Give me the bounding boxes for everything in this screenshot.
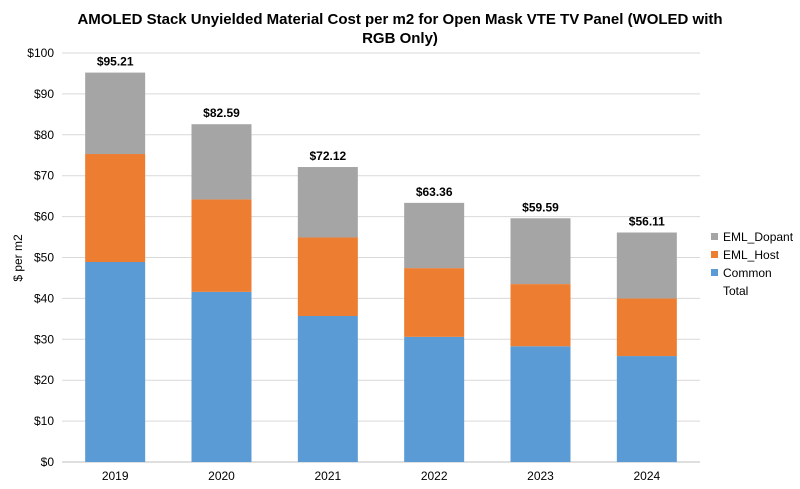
total-label-2022: $63.36	[416, 185, 453, 199]
total-label-2023: $59.59	[522, 200, 559, 214]
bar-eml-dopant-2019	[85, 72, 146, 155]
total-labels: $95.21 $82.59 $72.12 $63.36 $59.59 $56.11	[97, 55, 665, 229]
bar-eml-dopant-2020	[191, 124, 252, 200]
x-tick-label: 2019	[102, 469, 129, 483]
y-tick-label: $60	[34, 210, 54, 224]
x-axis-ticks: 2019 2020 2021 2022 2023 2024	[102, 469, 661, 483]
bar-common-2021	[297, 315, 358, 462]
y-tick-label: $0	[41, 455, 55, 469]
bar-common-2024	[616, 356, 677, 462]
gridlines	[62, 52, 700, 463]
x-tick-label: 2024	[633, 469, 660, 483]
chart-title-line-2: RGB Only)	[362, 30, 438, 47]
y-axis-label: $ per m2	[11, 234, 25, 282]
y-tick-label: $10	[34, 414, 54, 428]
y-tick-label: $80	[34, 128, 54, 142]
legend: EML_Dopant EML_Host Common Total	[711, 230, 794, 298]
y-tick-label: $30	[34, 332, 54, 346]
x-tick-label: 2021	[314, 469, 341, 483]
total-label-2024: $56.11	[629, 215, 665, 229]
legend-label-eml-dopant: EML_Dopant	[723, 230, 794, 244]
y-tick-label: $100	[27, 46, 54, 60]
bar-eml-host-2021	[297, 237, 358, 316]
chart-title-line-1: AMOLED Stack Unyielded Material Cost per…	[77, 11, 722, 28]
legend-swatch-eml-host	[711, 251, 718, 258]
bar-eml-host-2022	[404, 268, 465, 337]
total-label-2019: $95.21	[97, 55, 134, 69]
y-axis-ticks: $0 $10 $20 $30 $40 $50 $60 $70 $80 $90 $100	[27, 46, 54, 469]
bar-common-2020	[191, 291, 252, 462]
y-tick-label: $90	[34, 87, 54, 101]
legend-swatch-common	[711, 269, 718, 276]
total-label-2021: $72.12	[309, 149, 346, 163]
bar-eml-dopant-2022	[404, 202, 465, 269]
bar-common-2022	[404, 336, 465, 462]
x-tick-label: 2020	[208, 469, 235, 483]
legend-swatch-eml-dopant	[711, 233, 718, 240]
bar-eml-host-2020	[191, 199, 252, 292]
bar-eml-dopant-2021	[297, 167, 358, 238]
legend-label-total: Total	[723, 284, 748, 298]
x-tick-label: 2022	[421, 469, 448, 483]
y-tick-label: $20	[34, 373, 54, 387]
x-tick-label: 2023	[527, 469, 554, 483]
bar-eml-host-2019	[85, 154, 146, 262]
y-tick-label: $50	[34, 251, 54, 265]
bar-eml-dopant-2023	[510, 218, 571, 285]
bar-common-2019	[85, 261, 146, 462]
legend-label-common: Common	[723, 266, 772, 280]
y-tick-label: $70	[34, 169, 54, 183]
total-label-2020: $82.59	[203, 106, 240, 120]
legend-label-eml-host: EML_Host	[723, 248, 780, 262]
bar-eml-host-2024	[616, 298, 677, 357]
bars	[85, 72, 677, 462]
bar-eml-dopant-2024	[616, 232, 677, 299]
bar-eml-host-2023	[510, 284, 571, 347]
bar-common-2023	[510, 346, 571, 462]
y-tick-label: $40	[34, 291, 54, 305]
